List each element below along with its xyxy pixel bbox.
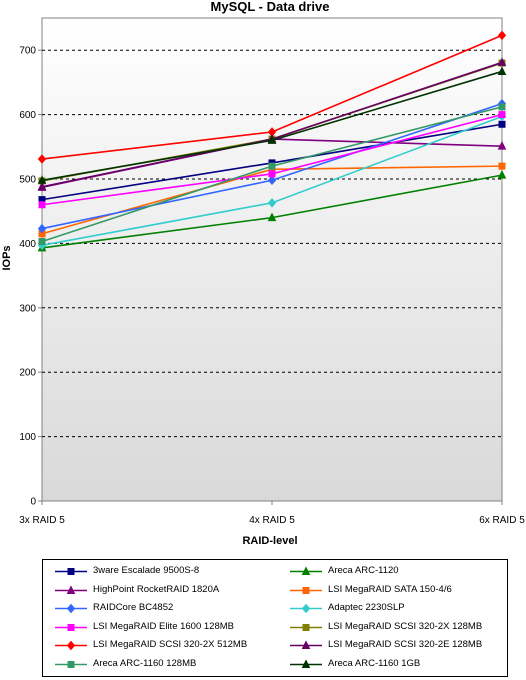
legend: 3ware Escalade 9500S-8 Areca ARC-1120 High… — [42, 559, 508, 677]
plot-area — [41, 17, 503, 502]
data-point — [268, 170, 276, 178]
data-point — [37, 181, 47, 191]
data-point — [498, 111, 506, 119]
legend-swatch — [290, 586, 322, 594]
legend-swatch — [290, 640, 322, 649]
y-tick-label: 100 — [19, 432, 36, 443]
data-point — [267, 135, 277, 144]
data-point — [268, 162, 276, 170]
data-point — [497, 141, 507, 150]
x-tick-label: 3x RAID 5 — [19, 515, 65, 526]
legend-swatch — [55, 584, 87, 594]
legend-label: LSI MegaRAID SCSI 320-2X 512MB — [93, 639, 248, 650]
data-point — [267, 175, 277, 186]
legend-label: 3ware Escalade 9500S-8 — [93, 565, 200, 576]
series-1 — [37, 170, 507, 252]
data-point — [37, 223, 47, 234]
legend-swatch-marker — [301, 566, 311, 575]
legend-swatch-marker — [67, 623, 75, 631]
y-tick-label: 700 — [19, 46, 36, 57]
legend-swatch — [290, 623, 322, 631]
data-point — [497, 57, 507, 66]
legend-swatch-marker — [67, 568, 75, 575]
data-point — [267, 212, 277, 222]
legend-swatch — [55, 660, 87, 668]
legend-swatch-marker — [302, 586, 310, 594]
legend-label: Areca ARC-1160 1GB — [328, 657, 421, 669]
y-tick-label: 400 — [19, 239, 36, 250]
data-point — [497, 30, 507, 41]
y-tick-label: 600 — [19, 110, 36, 121]
legend-label: RAIDCore BC4852 — [93, 602, 174, 613]
legend-label: Adaptec 2230SLP — [328, 602, 405, 613]
legend-label: LSI MegaRAID Elite 1600 128MB — [93, 620, 234, 632]
series-11 — [37, 66, 507, 184]
legend-swatch — [290, 603, 322, 614]
data-point — [38, 237, 46, 245]
legend-swatch-marker — [66, 584, 76, 594]
legend-swatch — [55, 568, 87, 575]
chart: MySQL - Data drive 0 100 200 300 400 500 600 70… — [1, 0, 525, 547]
legend-swatch-marker — [66, 603, 76, 614]
chart-title: MySQL - Data drive — [211, 0, 330, 14]
y-tick-label: 500 — [19, 175, 36, 186]
y-tick-label: 200 — [19, 368, 36, 379]
legend-label: LSI MegaRAID SCSI 320-2E 128MB — [328, 639, 483, 650]
series-8 — [37, 30, 507, 164]
x-axis-title: RAID-level — [242, 535, 297, 547]
data-point — [497, 66, 507, 75]
legend-label: LSI MegaRAID SATA 150-4/6 — [328, 583, 452, 595]
y-axis-ticks: 0 100 200 300 400 500 600 700 — [19, 46, 42, 508]
data-point — [37, 175, 47, 184]
data-point — [497, 170, 507, 179]
legend-label: LSI MegaRAID SCSI 320-2X 128MB — [328, 620, 483, 632]
legend-swatch — [55, 640, 87, 651]
x-tick-label: 4x RAID 5 — [249, 515, 295, 526]
data-point — [38, 201, 46, 209]
data-point — [498, 162, 506, 170]
y-tick-label: 0 — [30, 497, 36, 508]
legend-label: Areca ARC-1120 — [328, 565, 399, 576]
legend-swatch-marker — [301, 640, 311, 649]
series-6 — [38, 111, 506, 209]
legend-swatch — [55, 603, 87, 614]
data-point — [267, 198, 277, 208]
legend-swatch-marker — [66, 640, 76, 651]
data-point — [498, 120, 506, 128]
legend-swatch-marker — [302, 623, 310, 631]
y-axis-title: IOPs — [1, 245, 13, 270]
legend-swatch — [290, 658, 322, 668]
x-axis-ticks: 3x RAID 5 4x RAID 5 6x RAID 5 — [19, 501, 525, 526]
legend-swatch — [55, 623, 87, 631]
y-tick-label: 300 — [19, 303, 36, 314]
legend-label: Areca ARC-1160 128MB — [93, 657, 197, 669]
data-point — [37, 154, 47, 164]
legend-swatch-marker — [301, 603, 311, 614]
series-10 — [38, 103, 506, 245]
legend-swatch — [290, 566, 322, 575]
legend-swatch-marker — [67, 660, 75, 668]
series-lines — [37, 30, 507, 252]
legend-swatch-marker — [301, 658, 311, 668]
x-tick-label: 6x RAID 5 — [479, 515, 525, 526]
data-point — [498, 103, 506, 111]
legend-label: HighPoint RocketRAID 1820A — [93, 583, 220, 595]
